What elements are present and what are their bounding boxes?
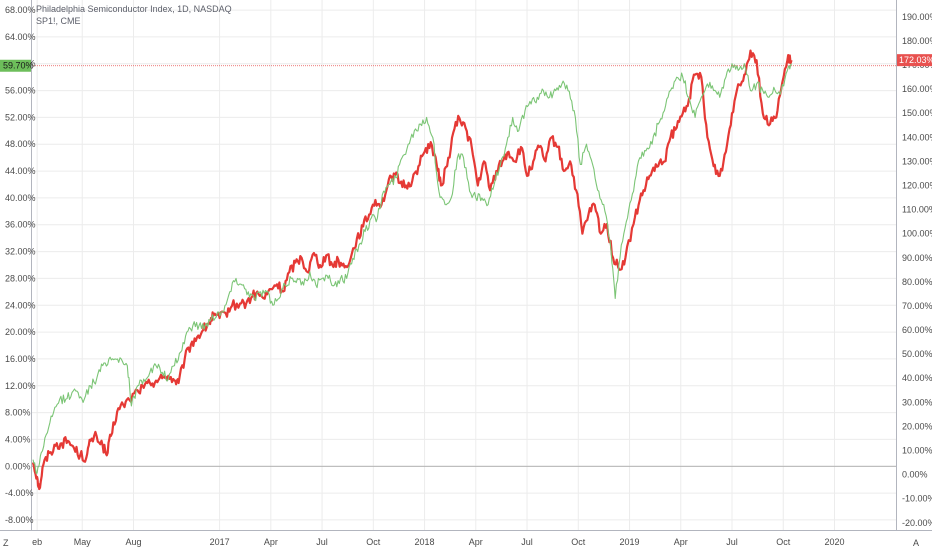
time-tick-label: 2019 [620,537,640,547]
right-tick-label: 140.00% [902,132,932,142]
left-tick-label: 44.00% [5,166,36,176]
right-tick-label: 40.00% [902,373,932,383]
right-tick-label: 90.00% [902,253,932,263]
right-axis-labels[interactable]: 190.00%180.00%170.00%160.00%150.00%140.0… [902,12,932,528]
time-tick-label: Oct [571,537,586,547]
left-tick-label: 16.00% [5,354,36,364]
right-tick-label: -20.00% [902,518,932,528]
series-line-sp1 [32,63,792,475]
left-tick-label: 68.00% [5,5,36,15]
left-tick-label: 52.00% [5,112,36,122]
time-tick-label: Oct [776,537,791,547]
price-tags: 59.70% 172.03% [0,54,932,72]
left-axis-labels[interactable]: 68.00%64.00%60.00%56.00%52.00%48.00%44.0… [5,5,36,525]
left-tick-label: -4.00% [5,488,34,498]
left-tick-label: 4.00% [5,434,31,444]
right-tick-label: 80.00% [902,277,932,287]
left-tick-label: 64.00% [5,32,36,42]
right-tick-label: 20.00% [902,421,932,431]
time-tick-label: Oct [366,537,381,547]
right-tick-label: 120.00% [902,181,932,191]
right-tick-label: 60.00% [902,325,932,335]
right-tick-label: 10.00% [902,446,932,456]
grid [31,0,896,530]
time-tick-label: Apr [264,537,278,547]
time-tick-label: Apr [469,537,483,547]
right-tick-label: 30.00% [902,397,932,407]
left-tick-label: 40.00% [5,193,36,203]
left-tick-label: 8.00% [5,408,31,418]
left-tick-label: 12.00% [5,381,36,391]
right-tick-label: 70.00% [902,301,932,311]
right-tick-label: 0.00% [902,470,928,480]
legend-compare-symbol[interactable]: SP1!, CME [36,16,81,26]
left-tick-label: 48.00% [5,139,36,149]
left-price-tag-label: 59.70% [3,61,34,71]
left-tick-label: 56.00% [5,86,36,96]
left-tick-label: 32.00% [5,247,36,257]
time-tick-label: Apr [674,537,688,547]
time-tick-label: Jul [521,537,533,547]
right-tick-label: 100.00% [902,229,932,239]
axes [0,0,932,531]
time-tick-label: May [74,537,92,547]
log-scale-toggle[interactable]: Z [3,538,9,548]
right-tick-label: 130.00% [902,156,932,166]
right-price-tag-label: 172.03% [899,55,932,65]
left-tick-label: 20.00% [5,327,36,337]
left-tick-label: 28.00% [5,273,36,283]
time-tick-label: Jul [316,537,328,547]
legend-main-symbol[interactable]: Philadelphia Semiconductor Index, 1D, NA… [36,4,232,14]
right-tick-label: 160.00% [902,84,932,94]
left-price-tag [0,59,31,72]
right-tick-label: 150.00% [902,108,932,118]
right-tick-label: 190.00% [902,12,932,22]
time-axis-labels[interactable]: eb May Aug 2017 Apr Jul Oct 2018 Apr Jul Oct 2019 Ap… [32,537,844,547]
left-tick-label: 36.00% [5,220,36,230]
time-tick-label: Aug [125,537,141,547]
series-layer [31,49,793,491]
time-tick-label: 2018 [415,537,435,547]
right-price-tag [897,54,932,67]
right-tick-label: -10.00% [902,494,932,504]
right-tick-label: 50.00% [902,349,932,359]
right-tick-label: 110.00% [902,205,932,215]
time-tick-label: Jul [726,537,738,547]
series-line-sox [31,49,793,491]
left-tick-label: 24.00% [5,300,36,310]
time-tick-label: eb [32,537,42,547]
left-tick-label: -8.00% [5,515,34,525]
time-tick-label: 2017 [210,537,230,547]
left-tick-label: 0.00% [5,461,31,471]
time-tick-label: 2020 [824,537,844,547]
auto-scale-toggle[interactable]: A [913,538,919,548]
right-tick-label: 180.00% [902,36,932,46]
